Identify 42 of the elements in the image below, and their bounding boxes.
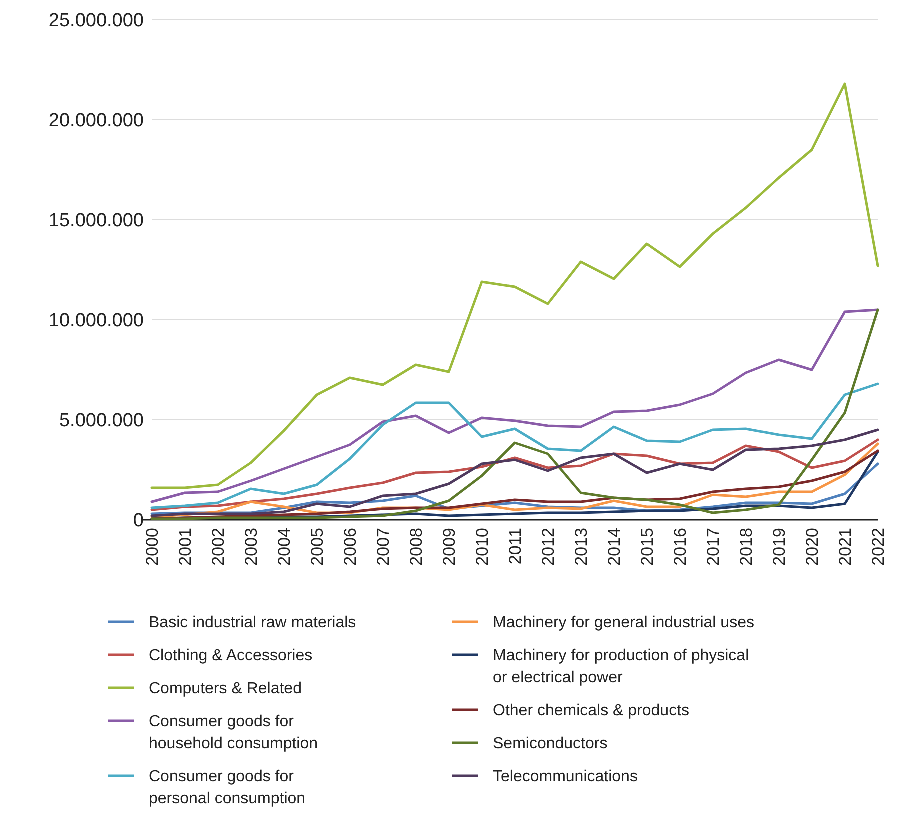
x-tick-label: 2006 xyxy=(341,528,360,566)
legend-label: Consumer goods for personal consumption xyxy=(149,768,306,808)
legend-label: Semiconductors xyxy=(493,736,608,753)
legend-label: Machinery for general industrial uses xyxy=(493,614,754,632)
x-tick-label: 2008 xyxy=(407,528,426,566)
x-tick-label: 2011 xyxy=(506,528,525,565)
x-tick-label: 2005 xyxy=(308,528,327,566)
y-tick-label: 15.000.000 xyxy=(48,210,144,232)
x-tick-label: 2013 xyxy=(572,528,591,566)
legend-label: Other chemicals & products xyxy=(493,702,690,720)
x-tick-label: 2007 xyxy=(374,528,393,566)
x-tick-label: 2022 xyxy=(869,528,888,566)
x-tick-label: 2001 xyxy=(176,528,195,566)
x-tick-label: 2000 xyxy=(143,528,162,566)
x-tick-label: 2010 xyxy=(473,528,492,566)
x-tick-label: 2014 xyxy=(605,528,624,566)
x-tick-label: 2020 xyxy=(803,528,822,566)
line-series xyxy=(150,382,880,510)
legend-label: Consumer goods for household consumption xyxy=(149,714,318,753)
line-series xyxy=(150,82,880,490)
legend-label: Computers & Related xyxy=(149,680,302,698)
x-tick-label: 2019 xyxy=(770,528,789,566)
x-tick-label: 2002 xyxy=(209,528,228,566)
legend-label: Machinery for production of physical or electrical power xyxy=(493,648,750,687)
line-series xyxy=(150,428,880,518)
y-tick-label: 5.000.000 xyxy=(59,410,144,432)
y-tick-label: 0 xyxy=(133,510,144,532)
x-tick-label: 2009 xyxy=(440,528,459,566)
x-tick-label: 2021 xyxy=(836,528,855,566)
x-tick-label: 2012 xyxy=(539,528,558,566)
y-tick-label: 20.000.000 xyxy=(48,110,144,132)
x-tick-label: 2018 xyxy=(737,528,756,566)
legend-label: Clothing & Accessories xyxy=(149,648,313,665)
x-tick-label: 2016 xyxy=(671,528,690,566)
legend-label: Telecommunications xyxy=(493,768,638,786)
x-tick-label: 2015 xyxy=(638,528,657,566)
legend-label: Basic industrial raw materials xyxy=(149,614,356,632)
x-tick-label: 2003 xyxy=(242,528,261,566)
y-tick-label: 25.000.000 xyxy=(48,10,144,32)
x-tick-label: 2017 xyxy=(704,528,723,566)
y-tick-label: 10.000.000 xyxy=(48,310,144,332)
x-tick-label: 2004 xyxy=(275,528,294,566)
